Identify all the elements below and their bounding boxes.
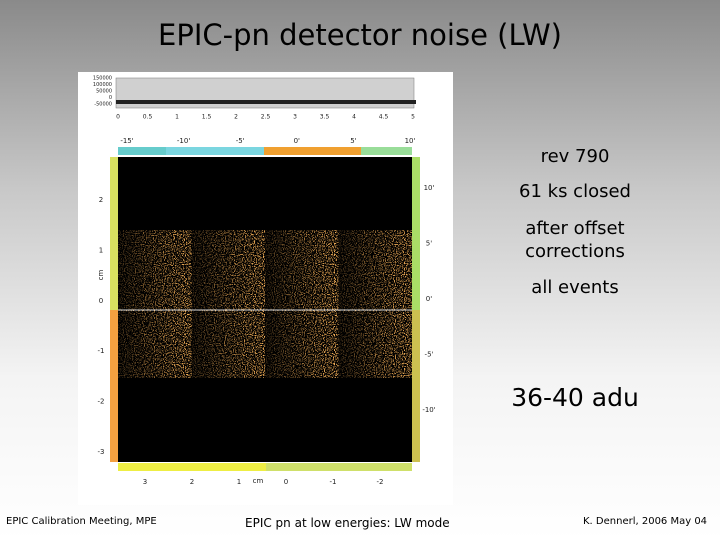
colorbar-tick-label: 50000 <box>96 89 112 95</box>
bottom-tick-label: 3 <box>143 478 147 486</box>
note: after offset corrections <box>525 218 625 262</box>
strip <box>412 157 420 310</box>
bottom-tick-label: -1 <box>330 478 337 486</box>
left-tick-label: 0 <box>99 297 103 305</box>
energy-tick-label: 4.5 <box>379 114 389 121</box>
footer-center: EPIC pn at low energies: LW mode <box>245 516 450 530</box>
energy-tick-label: 1 <box>175 114 179 121</box>
note: rev 790 <box>540 146 610 167</box>
right-tick-label: 5' <box>426 240 432 248</box>
energy-tick-label: 4 <box>352 114 356 121</box>
column-shade <box>191 311 265 378</box>
energy-tick-label: 3 <box>293 114 297 121</box>
quadrant-shading <box>118 230 412 378</box>
bottom-tick-label: -2 <box>377 478 384 486</box>
top-tick-label: 5' <box>350 137 356 145</box>
colorbar-tick-label: -50000 <box>94 102 112 108</box>
bottom-unit: cm <box>253 477 264 485</box>
strip <box>118 147 166 155</box>
right-tick-label: -10' <box>422 406 435 414</box>
note: 61 ks closed <box>519 181 631 202</box>
spectrum-line <box>116 100 416 104</box>
energy-tick-label: 2.5 <box>261 114 271 121</box>
footer-right: K. Dennerl, 2006 May 04 <box>583 516 708 527</box>
column-shade <box>191 230 265 310</box>
bottom-tick-label: 0 <box>284 478 288 486</box>
colorbar-tick-label: 0 <box>109 95 112 101</box>
top-tick-label: 0' <box>294 137 300 145</box>
highlight: 36-40 adu <box>511 383 639 412</box>
column-shade <box>338 311 412 378</box>
energy-tick-label: 0 <box>116 114 120 121</box>
top-tick-label: -10' <box>177 137 190 145</box>
left-tick-label: 1 <box>99 246 103 254</box>
footer-left: EPIC Calibration Meeting, MPE <box>6 516 157 527</box>
slide-title: EPIC-pn detector noise (LW) <box>158 18 562 52</box>
strip <box>412 310 420 462</box>
colorbar-tick-label: 150000 <box>93 76 112 82</box>
energy-tick-label: 3.5 <box>320 114 330 121</box>
strip <box>266 463 412 471</box>
left-tick-label: -2 <box>98 398 105 406</box>
energy-tick-label: 2 <box>234 114 238 121</box>
top-tick-label: 10' <box>405 137 416 145</box>
right-tick-label: 0' <box>426 295 432 303</box>
right-tick-label: -5' <box>425 351 434 359</box>
column-shade <box>118 311 192 378</box>
energy-tick-label: 0.5 <box>143 114 153 121</box>
border-strips <box>110 147 420 471</box>
energy-tick-label: 1.5 <box>202 114 212 121</box>
top-tick-label: -15' <box>120 137 133 145</box>
bottom-tick-label: 1 <box>237 478 241 486</box>
strip <box>361 147 412 155</box>
top-tick-label: -5' <box>236 137 245 145</box>
column-shade <box>338 230 412 310</box>
column-shade <box>265 311 339 378</box>
left-tick-label: -3 <box>98 448 105 456</box>
left-tick-label: 2 <box>99 196 103 204</box>
strip <box>118 463 266 471</box>
note: all events <box>531 277 619 298</box>
strip <box>166 147 264 155</box>
colorbar-tick-label: 100000 <box>93 82 112 88</box>
energy-tick-label: 5 <box>411 114 415 121</box>
column-shade <box>118 230 192 310</box>
right-tick-label: 10' <box>424 184 435 192</box>
strip <box>264 147 361 155</box>
column-shade <box>265 230 339 310</box>
bottom-tick-label: 2 <box>190 478 194 486</box>
left-tick-label: -1 <box>98 347 105 355</box>
left-unit: cm <box>97 269 105 280</box>
strip <box>110 310 118 462</box>
strip <box>110 157 118 310</box>
